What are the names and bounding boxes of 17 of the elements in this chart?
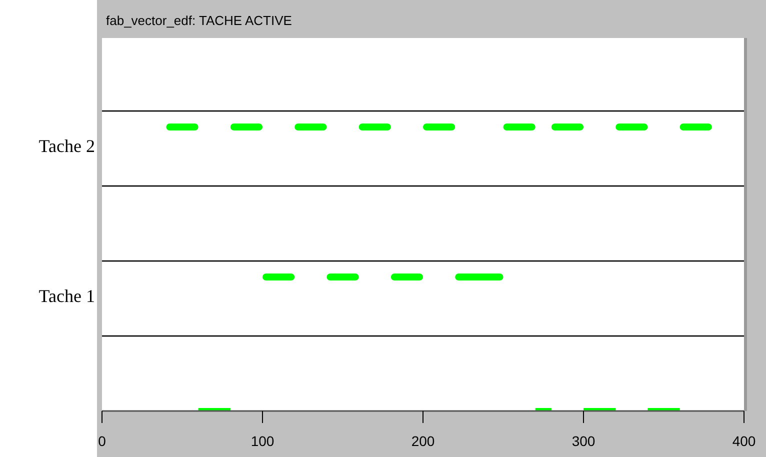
- bar: [423, 124, 456, 130]
- chart-title: fab_vector_edf: TACHE ACTIVE: [106, 13, 292, 28]
- x-tick-label: 100: [250, 433, 274, 449]
- bar: [503, 124, 536, 130]
- bar: [551, 124, 584, 130]
- bar: [166, 124, 198, 130]
- y-tick-label: Tache 1: [38, 286, 95, 306]
- x-tick-label: 400: [732, 433, 756, 449]
- bar: [358, 124, 391, 130]
- x-tick-label: 300: [572, 433, 596, 449]
- x-tick-label: 200: [411, 433, 435, 449]
- bar: [294, 124, 327, 130]
- bar: [680, 124, 712, 130]
- bar: [616, 124, 648, 130]
- bar: [230, 124, 262, 130]
- y-tick-label: Tache 2: [38, 136, 95, 156]
- x-tick-label: 0: [98, 433, 106, 449]
